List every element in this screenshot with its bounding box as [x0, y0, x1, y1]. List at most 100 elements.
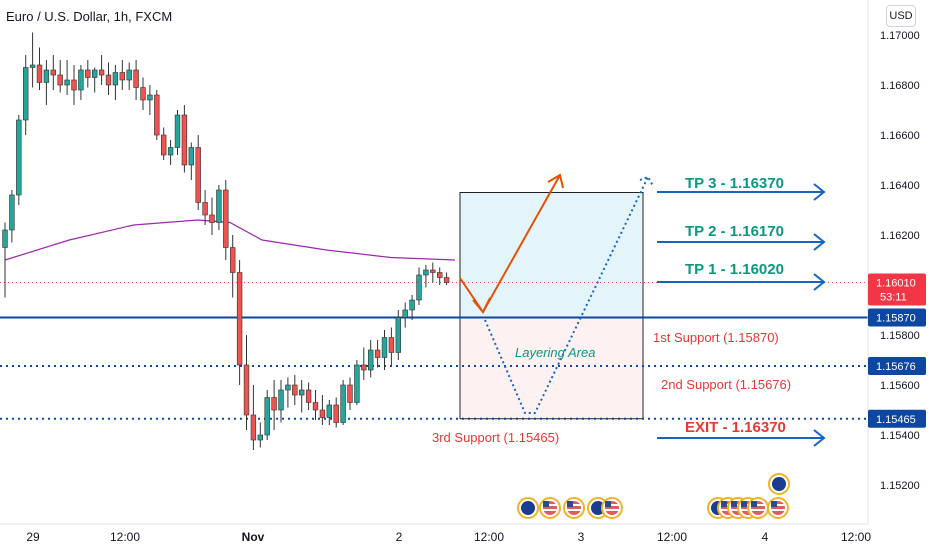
- candle-body: [395, 317, 401, 353]
- level-price-tag-text: 1.15465: [876, 414, 916, 426]
- candle-body: [305, 389, 312, 403]
- candle-body: [230, 247, 236, 273]
- us-flag-canton: [721, 501, 727, 507]
- last-price-text: 1.16010: [876, 278, 916, 290]
- support-levels: [0, 282, 868, 420]
- price-tick-label: 1.15400: [880, 430, 920, 442]
- price-tick-label: 1.16800: [880, 80, 920, 92]
- us-flag-canton: [771, 501, 777, 507]
- candle-body: [340, 384, 346, 423]
- target-arrow-head: [813, 233, 826, 251]
- price-tick-label: 1.15600: [880, 380, 920, 392]
- candle-body: [402, 309, 408, 318]
- target-arrow-head: [813, 429, 826, 447]
- us-flag-stripe: [751, 504, 765, 506]
- level-price-tag-text: 1.15676: [876, 361, 916, 373]
- eu-flag-icon: [772, 477, 786, 491]
- tp1-label: TP 1 - 1.16020: [685, 261, 784, 278]
- candle-body: [147, 94, 153, 101]
- candle-body: [347, 384, 353, 403]
- candle-body: [409, 299, 415, 311]
- chart-title: Euro / U.S. Dollar, 1h, FXCM: [6, 9, 173, 24]
- us-flag-canton: [567, 501, 573, 507]
- orange-arrow-head: [547, 173, 564, 189]
- annotations: TP 3 - 1.16370 TP 2 - 1.16170 TP 1 - 1.1…: [432, 175, 791, 445]
- price-axis[interactable]: 1.17000 1.16800 1.16600 1.16400 1.16200 1.158…: [868, 30, 926, 492]
- candle-body: [236, 272, 243, 366]
- time-tick-label: 12:00: [657, 530, 687, 544]
- us-flag-canton: [751, 501, 757, 507]
- economic-events[interactable]: [517, 473, 790, 519]
- support3-label: 3rd Support (1.15465): [432, 430, 559, 445]
- blue-dotted-path: [484, 176, 649, 414]
- currency-button[interactable]: USD: [886, 5, 916, 27]
- candle-body: [36, 64, 43, 83]
- target-arrow-head: [813, 273, 826, 291]
- candle-body: [209, 214, 215, 223]
- candle-body: [361, 364, 367, 371]
- candle-body: [154, 94, 160, 136]
- candle-body: [202, 202, 208, 216]
- candle-body: [43, 69, 50, 83]
- candle-body: [71, 79, 77, 91]
- moving-average: [4, 219, 456, 261]
- eu-flag-icon: [591, 501, 605, 515]
- candle-body: [126, 69, 132, 81]
- us-flag-canton: [543, 501, 549, 507]
- time-tick-label: 3: [578, 530, 585, 544]
- candle-body: [367, 349, 374, 371]
- candle-body: [174, 114, 181, 148]
- candle-body: [374, 349, 381, 358]
- us-flag-stripe: [567, 509, 581, 511]
- us-flag-stripe: [605, 504, 619, 506]
- countdown-text: 53:11: [880, 292, 907, 304]
- candle-body: [161, 134, 167, 156]
- candle-body: [64, 79, 70, 86]
- candle-body: [354, 364, 360, 403]
- candle-body: [319, 409, 326, 418]
- candle-body: [98, 69, 105, 76]
- candle-body: [257, 434, 263, 441]
- layering-zone-box: [459, 317, 644, 420]
- candle-body: [388, 337, 395, 353]
- candlestick-series: [2, 32, 450, 450]
- target-zone-box: [459, 192, 644, 318]
- support2-label: 2nd Support (1.15676): [661, 377, 791, 392]
- candle-body: [333, 404, 339, 423]
- price-tick-label: 1.16600: [880, 130, 920, 142]
- us-flag-canton: [731, 501, 737, 507]
- candle-body: [105, 74, 112, 86]
- candle-body: [16, 119, 22, 196]
- time-axis[interactable]: 29 12:00 Nov 2 12:00 3 12:00 4 12:00: [26, 530, 871, 544]
- level-price-tag: [868, 308, 926, 327]
- blue-dotted-arrow-head: [639, 175, 654, 187]
- candle-body: [292, 384, 298, 396]
- candle-body: [50, 69, 57, 76]
- candle-body: [112, 72, 119, 86]
- candle-body: [92, 69, 98, 78]
- us-flag-stripe: [771, 509, 785, 511]
- time-tick-label: 12:00: [841, 530, 871, 544]
- us-flag-stripe: [543, 509, 557, 511]
- candle-body: [326, 404, 332, 418]
- us-flag-stripe: [543, 504, 557, 506]
- us-flag-stripe: [605, 509, 619, 511]
- candle-body: [430, 269, 436, 273]
- level-price-tag-text: 1.15870: [876, 313, 916, 325]
- candle-body: [250, 414, 257, 441]
- time-tick-label: 4: [762, 530, 769, 544]
- level-price-tag: [868, 409, 926, 428]
- candle-body: [2, 229, 8, 248]
- candle-body: [416, 274, 422, 301]
- us-flag-canton: [741, 501, 747, 507]
- target-arrow-head: [813, 183, 826, 201]
- tp2-label: TP 2 - 1.16170: [685, 223, 784, 240]
- us-flag-canton: [605, 501, 611, 507]
- exit-label: EXIT - 1.16370: [685, 419, 786, 436]
- candle-body: [443, 277, 450, 283]
- candle-body: [381, 337, 388, 358]
- candle-body: [57, 74, 63, 86]
- candle-body: [312, 402, 319, 411]
- candle-body: [285, 384, 291, 391]
